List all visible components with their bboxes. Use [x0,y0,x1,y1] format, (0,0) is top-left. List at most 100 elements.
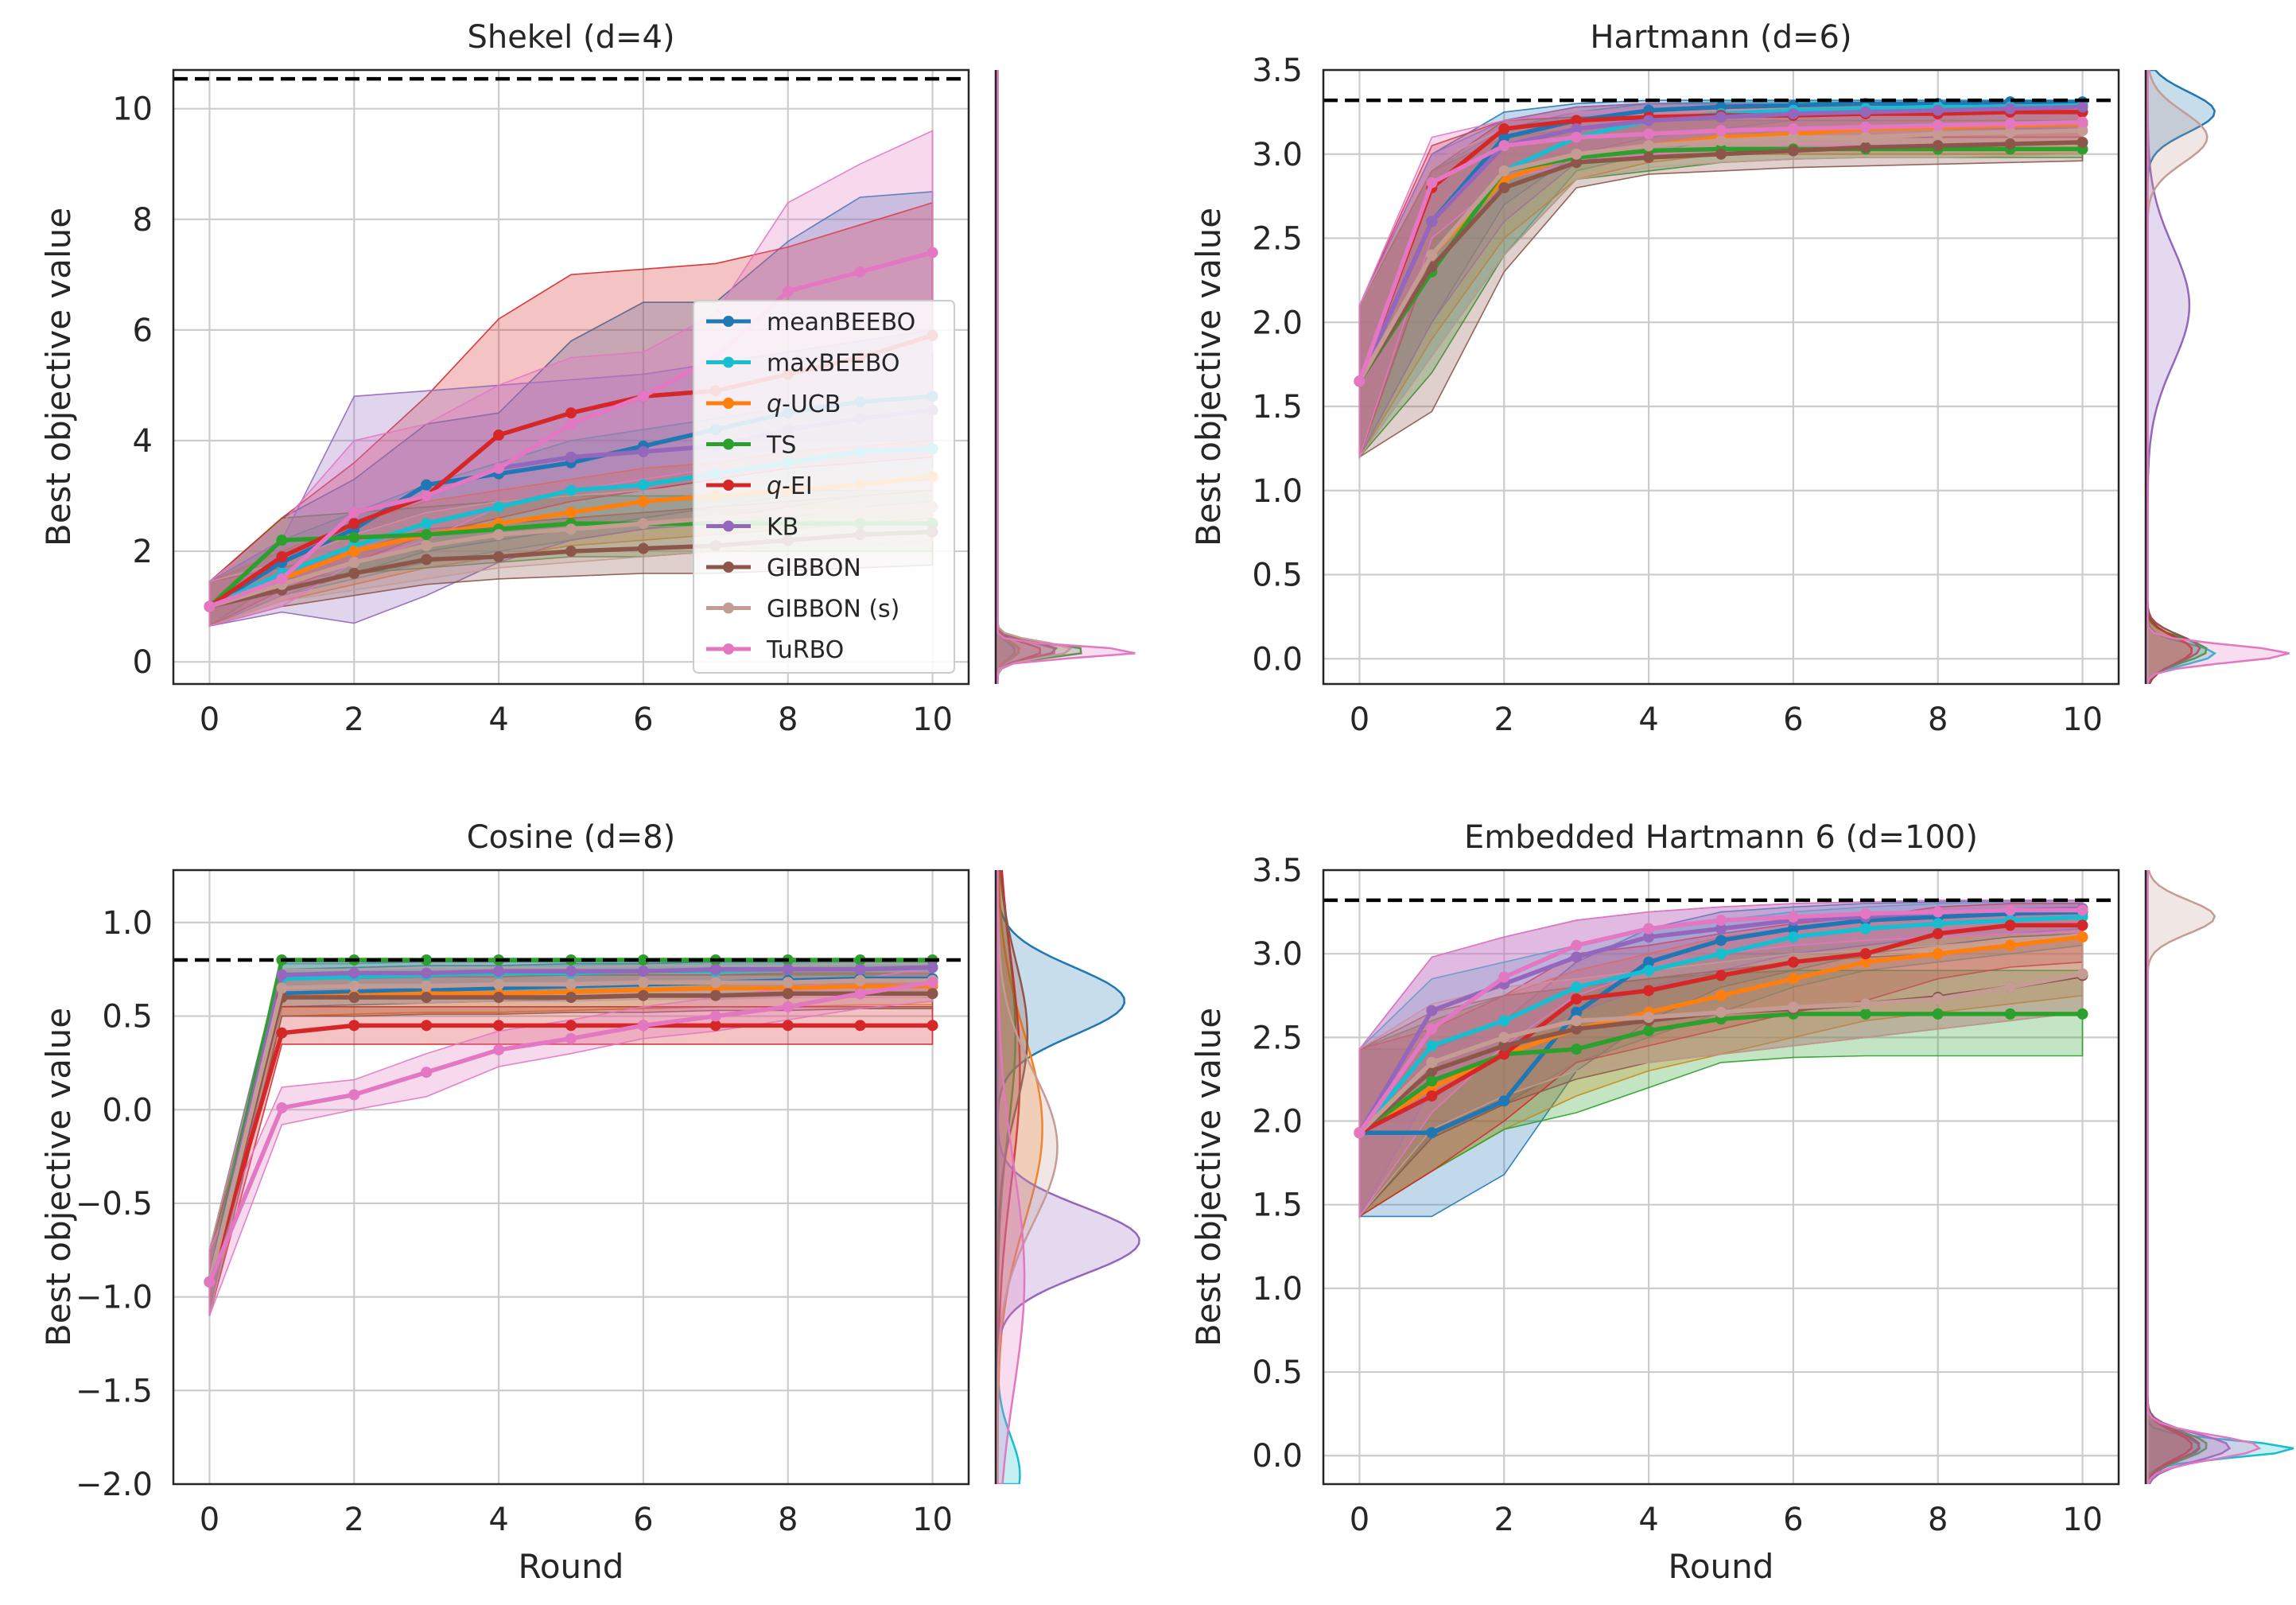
point-kb [565,451,577,463]
point-gibbon [493,551,505,563]
point-kb [1715,111,1727,123]
point-turbo [1932,906,1944,918]
point-turbo [1787,123,1799,135]
point-ts [1932,1008,1944,1020]
y-tick-label: −1.5 [76,1373,153,1409]
point-q-ei [565,1020,577,1032]
point-kb [854,963,866,975]
point-turbo [204,600,216,612]
legend-item-q-ucb: q-UCB [706,391,841,418]
y-tick-label: 0.0 [1252,641,1303,678]
legend-swatch-marker [723,602,734,614]
point-ts [421,954,433,966]
point-turbo [709,1010,721,1022]
legend-label: TS [766,432,796,460]
point-turbo [1932,119,1944,131]
legend-item-ts: TS [706,432,796,460]
point-kb [1787,107,1799,119]
point-gibbon-s [348,556,360,568]
point-q-ucb [2004,939,2016,951]
legend-label-text: GIBBON [767,554,861,582]
point-turbo [565,1032,577,1044]
point-gibbon [2077,136,2088,148]
legend-item-kb: KB [706,514,798,542]
point-meanbeebo [1498,131,1510,143]
point-kb [421,967,433,979]
point-gibbon [637,542,649,554]
point-maxbeebo [1715,948,1727,960]
plot-area [1354,96,2088,460]
y-tick-label: 1.5 [1252,1187,1303,1224]
y-tick-label: 1.5 [1252,389,1303,426]
marginal-density [994,70,1136,684]
point-gibbon [348,992,360,1004]
point-gibbon-s [1571,148,1583,160]
y-tick-label: −2.0 [76,1467,153,1503]
point-q-ei [2077,919,2088,931]
y-axis-label: Best objective value [1189,208,1228,546]
y-tick-label: 0.0 [1252,1438,1303,1475]
marginal-density [2144,70,2290,684]
x-tick-label: 6 [1783,1502,1803,1538]
x-tick-label: 8 [778,701,798,738]
x-tick-label: 0 [1350,701,1369,738]
x-tick-label: 6 [633,1502,653,1538]
point-q-ei [854,1020,866,1032]
point-gibbon-s [565,523,577,535]
point-q-ei [1932,927,1944,939]
point-meanbeebo [421,479,433,491]
point-q-ei [565,407,577,419]
x-tick-label: 4 [488,1502,508,1538]
point-kb [1859,106,1871,118]
x-tick-label: 2 [1494,701,1514,738]
y-tick-label: 3.0 [1252,936,1303,973]
x-tick-label: 0 [200,1502,219,1538]
legend-label-italic: q [767,391,782,418]
point-turbo [1426,1023,1438,1035]
point-gibbon-s [493,978,505,990]
point-turbo [854,266,866,278]
y-tick-label: 0 [133,644,153,681]
point-kb [637,966,649,977]
point-ts [348,531,360,543]
legend-swatch-marker [723,520,734,532]
point-q-ei [493,1020,505,1032]
marginal-plot [996,870,1140,1484]
legend-label: meanBEEBO [767,309,915,336]
point-gibbon [1932,140,1944,152]
point-gibbon [348,567,360,579]
point-maxbeebo [1571,981,1583,993]
point-kb [1426,216,1438,227]
legend-label-text: -EI [782,472,813,500]
legend: meanBEEBOmaxBEEBOq-UCBTSq-EIKBGIBBONGIBB… [693,300,955,674]
point-kb [2004,103,2016,115]
point-turbo [565,418,577,430]
legend-label-text: meanBEEBO [767,309,915,336]
point-gibbon [927,988,938,1000]
point-maxbeebo [493,501,505,513]
legend-swatch-marker [723,480,734,491]
x-tick-label: 8 [1928,1502,1948,1538]
x-tick-label: 0 [1350,1502,1369,1538]
point-maxbeebo [1498,1015,1510,1027]
point-gibbon-s [2004,981,2016,993]
x-axis-label: Round [1669,1547,1774,1586]
point-q-ei [493,429,505,441]
point-turbo [348,1089,360,1101]
point-gibbon-s [565,978,577,990]
legend-swatch-marker [723,356,734,368]
point-ts [1571,1043,1583,1055]
y-tick-label: 3.5 [1252,52,1303,89]
point-kb [348,967,360,979]
point-gibbon [1498,182,1510,194]
legend-box [693,300,955,674]
point-maxbeebo [421,518,433,530]
point-kb [637,445,649,457]
density-turbo [996,870,1026,1484]
legend-label: q-EI [767,472,813,500]
point-gibbon-s [1859,131,1871,143]
legend-label-italic: q [767,472,782,500]
legend-swatch-marker [723,562,734,573]
panel-embedded-hartmann-6-d-100: 0 2 4 6 8 10 0.0 0.5 1.0 1.5 2.0 2.5 3.0 3.5 Embedded … [1189,819,2294,1586]
